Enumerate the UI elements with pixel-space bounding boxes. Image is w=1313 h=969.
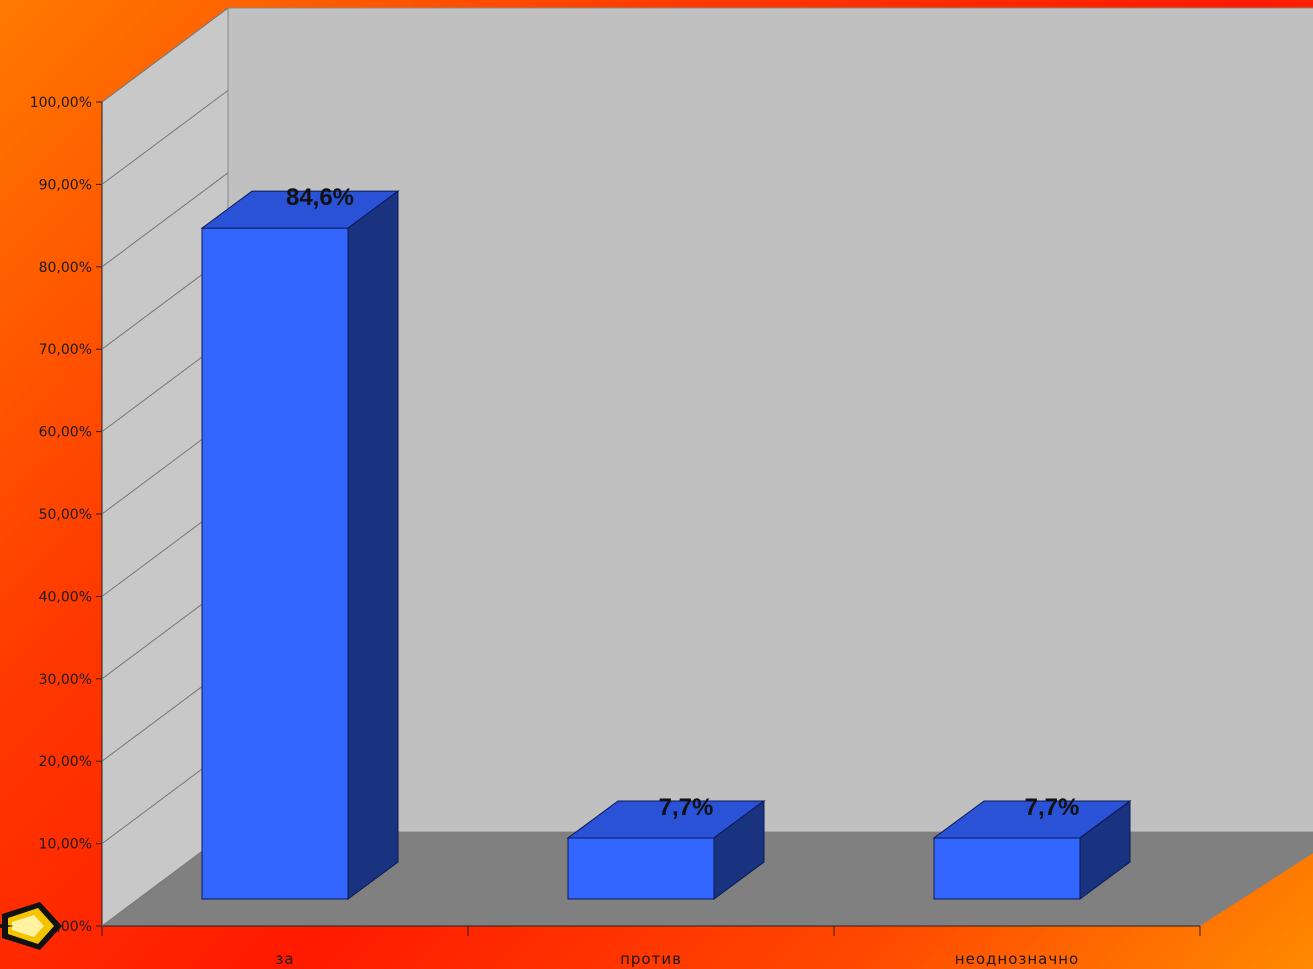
pencil-arrow-icon xyxy=(0,896,66,956)
bar-side xyxy=(348,191,398,899)
y-tick-label: 40,00% xyxy=(39,589,92,605)
data-label: 7,7% xyxy=(1025,794,1080,821)
y-tick-label: 60,00% xyxy=(39,425,92,441)
y-tick-label: 10,00% xyxy=(39,837,92,853)
x-tick-label: против xyxy=(620,950,682,968)
y-tick-label: 70,00% xyxy=(39,342,92,358)
y-tick-label: 50,00% xyxy=(39,507,92,523)
bar-front xyxy=(934,838,1080,899)
y-tick-label: 30,00% xyxy=(39,672,92,688)
next-slide-button[interactable] xyxy=(0,896,66,956)
data-label: 7,7% xyxy=(659,794,714,821)
y-tick-label: 100,00% xyxy=(30,95,92,111)
bar-front xyxy=(202,228,348,899)
y-tick-label: 80,00% xyxy=(39,260,92,276)
x-tick-label: за xyxy=(275,950,294,968)
y-tick-label: 90,00% xyxy=(39,177,92,193)
bar-front xyxy=(568,838,714,899)
data-label: 84,6% xyxy=(286,184,354,211)
x-tick-label: неоднозначно xyxy=(955,950,1079,968)
y-tick-label: 20,00% xyxy=(39,754,92,770)
